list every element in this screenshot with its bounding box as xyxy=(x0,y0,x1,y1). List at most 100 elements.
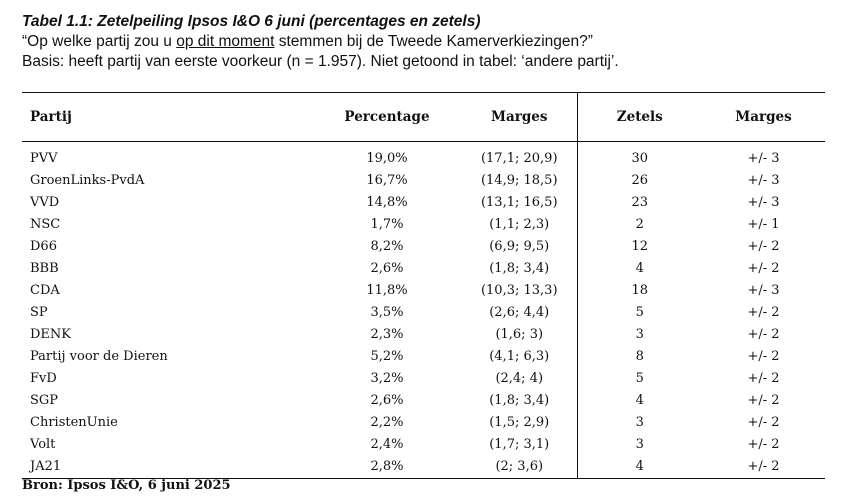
cell-percentage-margin: (13,1; 16,5) xyxy=(462,192,578,214)
column-header-marges-percentage: Marges xyxy=(462,92,578,142)
cell-party: GroenLinks-PvdA xyxy=(30,173,145,188)
question-text-start: “Op welke partij zou u xyxy=(22,33,177,50)
cell-seats: 8 xyxy=(635,349,644,364)
table-row: GroenLinks-PvdA 16,7% (14,9; 18,5) 26 +/- 3 xyxy=(22,170,825,192)
table-row: JA21 2,8% (2; 3,6) 4 +/- 2 xyxy=(22,456,825,479)
table-row: Partij voor de Dieren 5,2% (4,1; 6,3) 8 +/- … xyxy=(22,346,825,368)
table-body: PVV 19,0% (17,1; 20,9) 30 +/- 3 GroenLinks-Pv… xyxy=(22,141,825,479)
cell-seats-margin: +/- 2 xyxy=(747,393,780,408)
cell-seats: 4 xyxy=(577,456,702,479)
table-row: VVD 14,8% (13,1; 16,5) 23 +/- 3 xyxy=(22,192,825,214)
cell-party: CDA xyxy=(30,283,60,298)
cell-seats-margin: +/- 2 xyxy=(747,239,780,254)
cell-party: VVD xyxy=(30,195,60,210)
cell-percentage-margin: (1,5; 2,9) xyxy=(462,412,578,434)
cell-percentage: 2,2% xyxy=(370,415,404,430)
cell-percentage-margin: (2; 3,6) xyxy=(462,456,578,479)
cell-seats-margin: +/- 2 xyxy=(747,437,780,452)
basis-note: Basis: heeft partij van eerste voorkeur … xyxy=(22,53,619,70)
cell-seats-margin: +/- 3 xyxy=(747,283,780,298)
cell-party: Partij voor de Dieren xyxy=(30,349,168,364)
cell-seats: 5 xyxy=(635,305,644,320)
cell-percentage: 3,5% xyxy=(370,305,404,320)
cell-seats: 2 xyxy=(635,217,644,232)
cell-percentage: 16,7% xyxy=(366,173,408,188)
cell-party: FvD xyxy=(30,371,57,386)
table-row: D66 8,2% (6,9; 9,5) 12 +/- 2 xyxy=(22,236,825,258)
cell-percentage: 2,6% xyxy=(370,393,404,408)
cell-party: JA21 xyxy=(22,456,312,479)
table-row: NSC 1,7% (1,1; 2,3) 2 +/- 1 xyxy=(22,214,825,236)
cell-party: SP xyxy=(30,305,48,320)
cell-percentage-margin: (4,1; 6,3) xyxy=(462,346,578,368)
cell-seats-margin: +/- 3 xyxy=(747,195,780,210)
cell-percentage: 2,4% xyxy=(370,437,404,452)
table-title: Tabel 1.1: Zetelpeiling Ipsos I&O 6 juni… xyxy=(22,13,481,30)
cell-percentage: 5,2% xyxy=(370,349,404,364)
cell-seats: 4 xyxy=(635,261,644,276)
column-header-partij: Partij xyxy=(22,92,312,142)
cell-seats: 18 xyxy=(631,283,649,298)
cell-seats: 26 xyxy=(631,173,649,188)
survey-question: “Op welke partij zou u op dit moment ste… xyxy=(22,32,593,52)
cell-percentage-margin: (10,3; 13,3) xyxy=(462,280,578,302)
table-row: SGP 2,6% (1,8; 3,4) 4 +/- 2 xyxy=(22,390,825,412)
cell-percentage: 19,0% xyxy=(312,141,462,170)
poll-table: Partij Percentage Marges Zetels Marges P… xyxy=(22,92,825,479)
cell-percentage-margin: (2,6; 4,4) xyxy=(462,302,578,324)
cell-seats: 3 xyxy=(635,437,644,452)
cell-percentage-margin: (17,1; 20,9) xyxy=(462,141,578,170)
table-row: FvD 3,2% (2,4; 4) 5 +/- 2 xyxy=(22,368,825,390)
cell-percentage: 1,7% xyxy=(370,217,404,232)
cell-seats: 5 xyxy=(635,371,644,386)
cell-party: NSC xyxy=(30,217,61,232)
cell-seats: 3 xyxy=(635,327,644,342)
cell-seats-margin: +/- 2 xyxy=(747,371,780,386)
cell-percentage-margin: (1,8; 3,4) xyxy=(462,390,578,412)
cell-party: D66 xyxy=(30,239,57,254)
cell-percentage-margin: (1,6; 3) xyxy=(462,324,578,346)
cell-percentage-margin: (6,9; 9,5) xyxy=(462,236,578,258)
cell-seats-margin: +/- 3 xyxy=(702,141,825,170)
cell-percentage-margin: (1,8; 3,4) xyxy=(462,258,578,280)
table-row: SP 3,5% (2,6; 4,4) 5 +/- 2 xyxy=(22,302,825,324)
cell-party: PVV xyxy=(22,141,312,170)
cell-seats-margin: +/- 2 xyxy=(747,327,780,342)
cell-party: SGP xyxy=(30,393,59,408)
source-note: Bron: Ipsos I&O, 6 juni 2025 xyxy=(22,478,231,493)
table-row: PVV 19,0% (17,1; 20,9) 30 +/- 3 xyxy=(22,141,825,170)
question-text-end: stemmen bij de Tweede Kamerverkiezingen?… xyxy=(274,33,593,50)
cell-party: BBB xyxy=(30,261,59,276)
cell-percentage-margin: (2,4; 4) xyxy=(462,368,578,390)
cell-percentage: 8,2% xyxy=(370,239,404,254)
cell-percentage: 2,8% xyxy=(312,456,462,479)
cell-seats-margin: +/- 2 xyxy=(747,305,780,320)
cell-party: Volt xyxy=(30,437,56,452)
cell-seats-margin: +/- 1 xyxy=(747,217,780,232)
cell-percentage-margin: (14,9; 18,5) xyxy=(462,170,578,192)
cell-party: DENK xyxy=(30,327,71,342)
cell-party: ChristenUnie xyxy=(30,415,118,430)
cell-seats-margin: +/- 2 xyxy=(747,415,780,430)
table-row: BBB 2,6% (1,8; 3,4) 4 +/- 2 xyxy=(22,258,825,280)
cell-seats: 30 xyxy=(577,141,702,170)
cell-seats: 12 xyxy=(631,239,649,254)
cell-percentage: 2,6% xyxy=(370,261,404,276)
cell-percentage: 11,8% xyxy=(366,283,408,298)
cell-seats: 23 xyxy=(631,195,649,210)
cell-percentage: 14,8% xyxy=(366,195,408,210)
cell-percentage: 2,3% xyxy=(370,327,404,342)
cell-seats-margin: +/- 2 xyxy=(747,261,780,276)
column-header-zetels: Zetels xyxy=(577,92,702,142)
question-text-underlined: op dit moment xyxy=(176,33,275,50)
column-header-percentage: Percentage xyxy=(312,92,462,142)
column-header-marges-zetels: Marges xyxy=(702,92,825,142)
cell-seats-margin: +/- 2 xyxy=(747,349,780,364)
table-row: DENK 2,3% (1,6; 3) 3 +/- 2 xyxy=(22,324,825,346)
cell-seats: 3 xyxy=(635,415,644,430)
table-row: Volt 2,4% (1,7; 3,1) 3 +/- 2 xyxy=(22,434,825,456)
cell-percentage-margin: (1,7; 3,1) xyxy=(462,434,578,456)
cell-seats-margin: +/- 3 xyxy=(747,173,780,188)
cell-seats-margin: +/- 2 xyxy=(702,456,825,479)
table-header-row: Partij Percentage Marges Zetels Marges xyxy=(22,92,825,142)
